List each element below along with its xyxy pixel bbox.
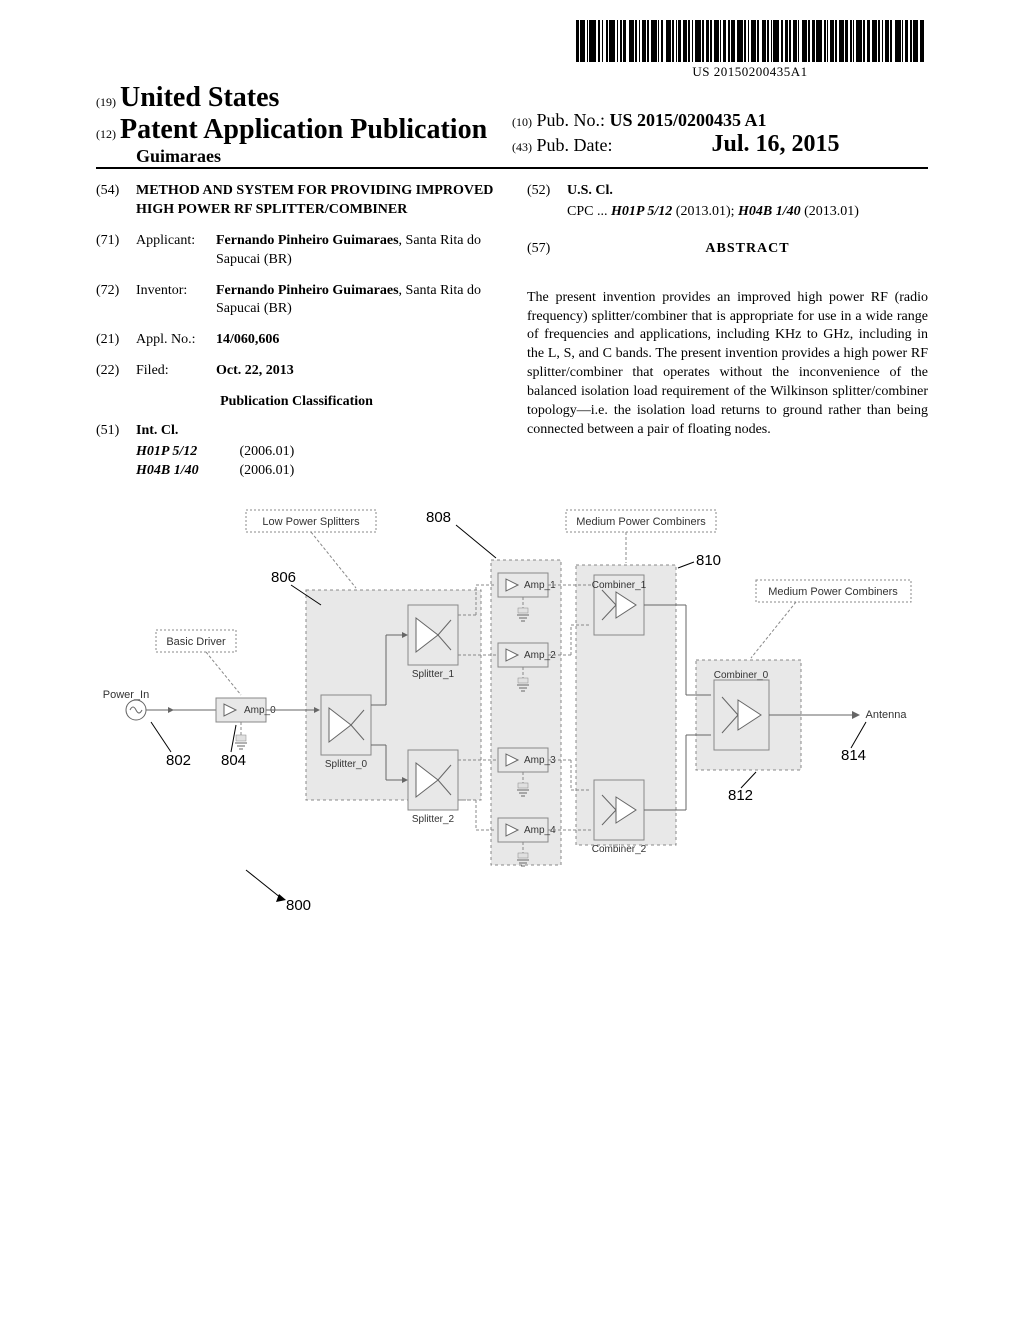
- applicant-num: (71): [96, 232, 136, 270]
- combiner1-text: Combiner_1: [592, 580, 647, 591]
- barcode-area: US 20150200435A1: [576, 20, 924, 80]
- inventor-value: Fernando Pinheiro Guimaraes, Santa Rita …: [216, 282, 497, 320]
- intcl-code-1: H04B 1/40: [136, 462, 236, 481]
- right-column: (52) U.S. Cl. CPC ... H01P 5/12 (2013.01…: [527, 182, 928, 493]
- combiner0-text: Combiner_0: [714, 670, 769, 681]
- uscl-value: CPC ... H01P 5/12 (2013.01); H04B 1/40 (…: [567, 203, 928, 222]
- filed-num: (22): [96, 362, 136, 381]
- uscl-num: (52): [527, 182, 567, 201]
- intcl-label: Int. Cl.: [136, 422, 497, 441]
- pubno-value: US 2015/0200435 A1: [610, 110, 767, 130]
- intcl-num: (51): [96, 422, 136, 441]
- ref-806: 806: [271, 569, 296, 586]
- applno-value: 14/060,606: [216, 331, 497, 350]
- ref-812: 812: [728, 787, 753, 804]
- amp2-text: Amp_2: [524, 650, 556, 661]
- label-medium-power-text: Medium Power Combiners: [576, 516, 706, 528]
- label-basic-driver-text: Basic Driver: [166, 636, 226, 648]
- filed-value: Oct. 22, 2013: [216, 362, 497, 381]
- applno-label: Appl. No.:: [136, 331, 216, 350]
- filed-label: Filed:: [136, 362, 216, 381]
- uscl-label: U.S. Cl.: [567, 182, 928, 201]
- ref-802: 802: [166, 752, 191, 769]
- splitter1-text: Splitter_1: [412, 669, 455, 680]
- ref-804: 804: [221, 752, 246, 769]
- inventor-num: (72): [96, 282, 136, 320]
- ref-808: 808: [426, 509, 451, 526]
- pub-title: Patent Application Publication: [120, 114, 487, 145]
- amp1-text: Amp_1: [524, 580, 556, 591]
- abstract-text: The present invention provides an improv…: [527, 289, 928, 440]
- abstract-heading: ABSTRACT: [567, 240, 928, 259]
- antenna-text: Antenna: [866, 709, 908, 721]
- applicant-value: Fernando Pinheiro Guimaraes, Santa Rita …: [216, 232, 497, 270]
- pubno-label: Pub. No.:: [537, 110, 606, 130]
- country: United States: [120, 82, 279, 113]
- author-name: Guimaraes: [136, 146, 512, 167]
- amp3-text: Amp_3: [524, 755, 556, 766]
- barcode-graphic: [576, 20, 924, 62]
- combiner2-text: Combiner_2: [592, 844, 647, 855]
- title-num: (54): [96, 182, 136, 220]
- label-medium-power2-text: Medium Power Combiners: [768, 586, 898, 598]
- applicant-label: Applicant:: [136, 232, 216, 270]
- pubclass-heading: Publication Classification: [96, 393, 497, 412]
- block-diagram: Low Power Splitters Medium Power Combine…: [96, 500, 928, 940]
- uscl-prefix: CPC ...: [567, 204, 607, 219]
- pubdate-prefix: (43): [512, 140, 532, 154]
- ref-810: 810: [696, 552, 721, 569]
- ref-800: 800: [286, 897, 311, 914]
- invention-title: METHOD AND SYSTEM FOR PROVIDING IMPROVED…: [136, 182, 497, 220]
- header-rule: [96, 167, 928, 169]
- pubdate-value: Jul. 16, 2015: [712, 131, 840, 157]
- amp4-text: Amp_4: [524, 825, 556, 836]
- abstract-num: (57): [527, 240, 567, 277]
- pubdate-label: Pub. Date:: [537, 135, 613, 155]
- left-column: (54) METHOD AND SYSTEM FOR PROVIDING IMP…: [96, 182, 497, 493]
- label-low-power-text: Low Power Splitters: [262, 516, 360, 528]
- intcl-date-0: (2006.01): [240, 444, 295, 459]
- inventor-label: Inventor:: [136, 282, 216, 320]
- power-in-text: Power_In: [103, 689, 149, 701]
- barcode-text: US 20150200435A1: [576, 64, 924, 80]
- splitter2-text: Splitter_2: [412, 814, 455, 825]
- header: (19) United States (12) Patent Applicati…: [96, 82, 928, 169]
- intcl-date-1: (2006.01): [240, 463, 295, 478]
- ref-814: 814: [841, 747, 866, 764]
- country-prefix: (19): [96, 95, 116, 109]
- pubno-prefix: (10): [512, 115, 532, 129]
- content-columns: (54) METHOD AND SYSTEM FOR PROVIDING IMP…: [96, 182, 928, 493]
- splitter0-text: Splitter_0: [325, 759, 368, 770]
- intcl-code-0: H01P 5/12: [136, 443, 236, 462]
- applno-num: (21): [96, 331, 136, 350]
- pub-prefix: (12): [96, 127, 116, 141]
